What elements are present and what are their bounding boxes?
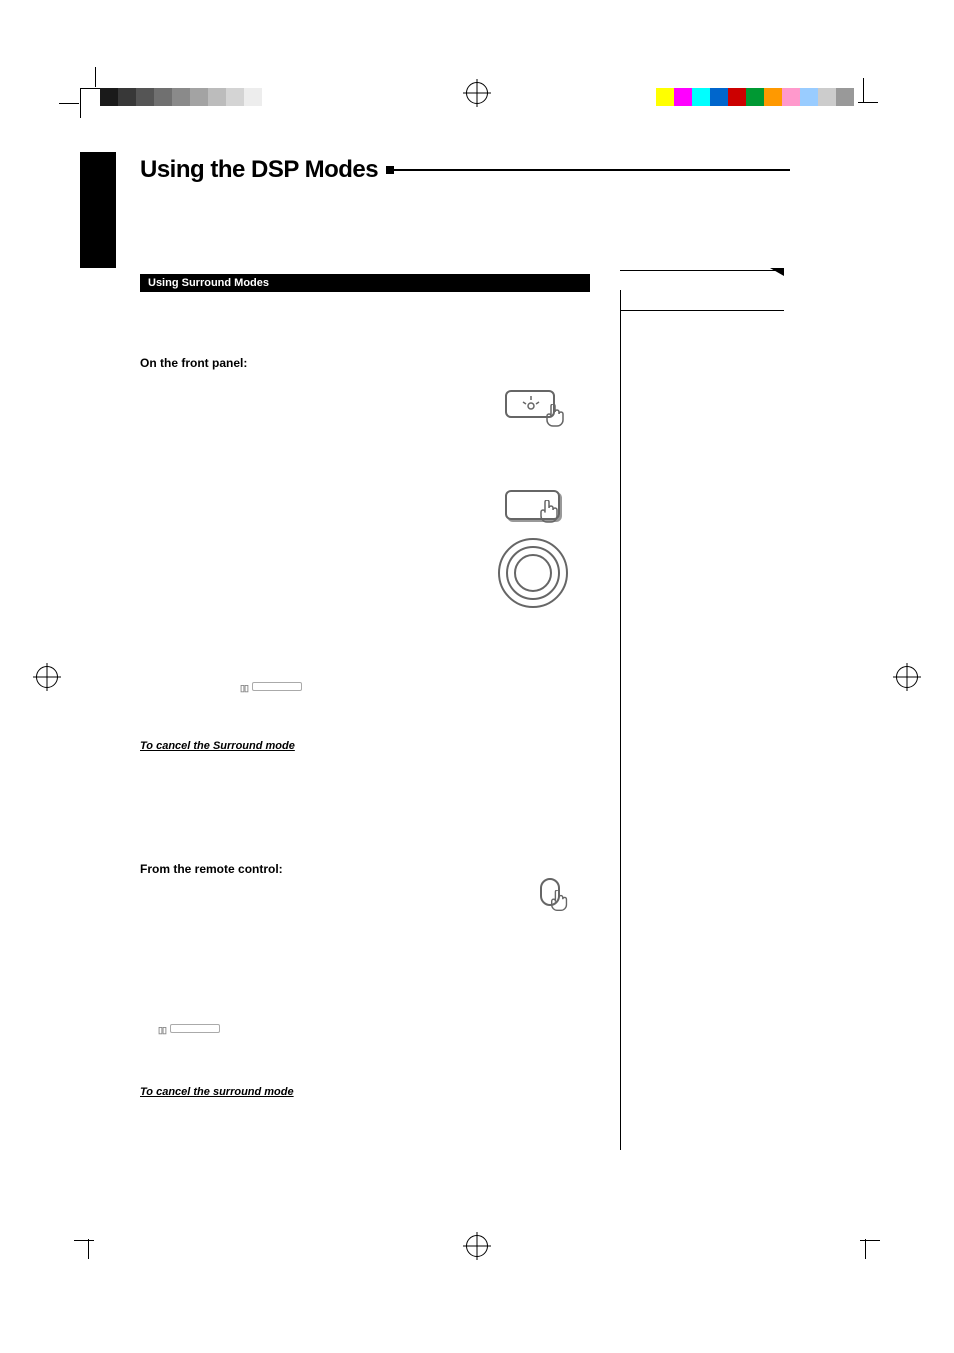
subheading-cancel-1: To cancel the Surround mode (140, 740, 790, 752)
registration-mark (36, 666, 58, 688)
page-root: Using the DSP Modes Using Surround Modes… (0, 0, 954, 1353)
hand-press-icon (548, 890, 572, 914)
registration-mark (466, 1235, 488, 1257)
button-illustration-2 (505, 490, 560, 520)
dial-illustration (496, 536, 570, 610)
title-rule (390, 169, 790, 171)
crop-mark (80, 1223, 110, 1253)
hand-press-icon (537, 500, 563, 526)
registration-mark (896, 666, 918, 688)
swatch (172, 88, 190, 106)
dial-icon (496, 536, 570, 610)
swatch (746, 88, 764, 106)
swatch (280, 88, 298, 106)
swatch (100, 88, 118, 106)
subheading-remote: From the remote control: (140, 862, 790, 876)
section-heading-bar: Using Surround Modes (140, 274, 590, 292)
content-column: Using the DSP Modes Using Surround Modes… (140, 156, 790, 1098)
swatch (244, 88, 262, 106)
swatch (136, 88, 154, 106)
swatch (764, 88, 782, 106)
swatch (656, 88, 674, 106)
subheading-cancel-2: To cancel the surround mode (140, 1086, 790, 1098)
swatch (262, 88, 280, 106)
swatch (226, 88, 244, 106)
dolby-d-mark: ▯▯ (240, 678, 302, 696)
subheading-front-panel: On the front panel: (140, 356, 790, 370)
swatch (818, 88, 836, 106)
grayscale-bar (100, 88, 298, 106)
title-text: Using the DSP Modes (140, 156, 378, 184)
swatch (800, 88, 818, 106)
swatch (154, 88, 172, 106)
crop-mark (844, 1223, 874, 1253)
swatch (782, 88, 800, 106)
swatch (674, 88, 692, 106)
swatch (692, 88, 710, 106)
light-icon (521, 396, 541, 412)
swatch (190, 88, 208, 106)
color-bar (656, 88, 854, 106)
swatch (728, 88, 746, 106)
side-tab (80, 152, 116, 268)
remote-button-illustration (540, 878, 560, 906)
registration-mark (466, 82, 488, 104)
dolby-d-mark: ▯▯ (158, 1020, 220, 1038)
swatch (836, 88, 854, 106)
swatch (208, 88, 226, 106)
page-title: Using the DSP Modes (140, 156, 790, 184)
hand-press-icon (543, 404, 569, 430)
swatch (118, 88, 136, 106)
swatch (710, 88, 728, 106)
button-illustration-1 (505, 390, 555, 418)
